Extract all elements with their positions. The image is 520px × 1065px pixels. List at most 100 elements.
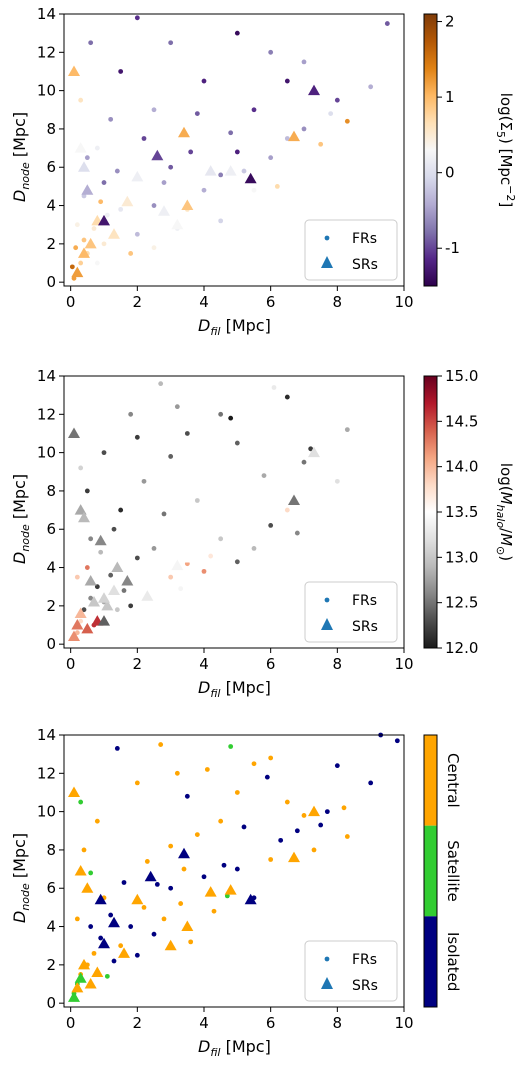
- x-tick-label: 6: [266, 293, 276, 311]
- panel-2: 0 2 4 6 8 10 0 2 4 6 8 10 12 14 Dfil [Mpc] Dnode [Mpc] F…: [10, 367, 515, 700]
- fr-point: [188, 149, 194, 155]
- sr-point: [98, 214, 110, 226]
- legend: FRs SRs: [304, 581, 398, 643]
- fr-point: [81, 193, 87, 199]
- fr-point: [104, 613, 110, 618]
- fr-point: [141, 478, 147, 484]
- sr-point: [74, 607, 87, 619]
- fr-point: [168, 454, 174, 459]
- fr-point: [228, 415, 234, 421]
- sr-point: [68, 427, 80, 438]
- x-tick-label: 0: [66, 655, 76, 673]
- x-tick-label: 6: [266, 655, 276, 673]
- y-tick-label: 8: [46, 482, 56, 500]
- legend-box: [304, 940, 398, 1002]
- y-axis-label: Dnode [Mpc]: [10, 474, 32, 564]
- fr-point: [251, 761, 257, 767]
- sr-point: [308, 805, 320, 817]
- sr-point: [78, 161, 90, 172]
- y-tick-label: 12: [37, 43, 56, 61]
- sr-point: [191, 557, 204, 569]
- fr-point: [228, 744, 234, 749]
- sr-point: [158, 205, 170, 216]
- sr-point: [81, 882, 94, 893]
- fr-point: [201, 874, 207, 880]
- fr-point: [251, 545, 257, 551]
- fr-point: [104, 973, 110, 979]
- sr-point: [68, 991, 80, 1002]
- x-tick-label: 4: [199, 293, 209, 311]
- fr-point: [94, 145, 100, 151]
- fr-point: [204, 767, 210, 772]
- fr-point: [101, 450, 107, 456]
- y-tick-label: 6: [46, 520, 56, 538]
- y-tick-label: 14: [37, 367, 56, 385]
- fr-point: [74, 916, 80, 922]
- sr-point: [171, 218, 184, 230]
- fr-point: [158, 742, 164, 747]
- sr-point: [288, 130, 300, 142]
- fr-point: [341, 805, 347, 811]
- sr-point: [98, 592, 110, 603]
- x-tick-label: 6: [266, 1014, 276, 1032]
- fr-point: [274, 183, 280, 189]
- fr-point: [161, 916, 167, 922]
- fr-point: [94, 260, 100, 266]
- fr-point: [194, 832, 200, 838]
- sr-point: [78, 958, 90, 970]
- fr-point: [211, 908, 217, 914]
- fr-point: [81, 607, 87, 613]
- fr-point: [311, 847, 317, 853]
- colorbar-frame: [423, 13, 438, 287]
- sr-point: [74, 865, 87, 876]
- sr-point: [101, 599, 114, 611]
- axes-frame: [63, 734, 405, 1008]
- fr-point: [188, 939, 194, 945]
- fr-point: [144, 859, 150, 864]
- fr-point: [111, 958, 117, 964]
- sr-point: [224, 884, 237, 895]
- sr-point: [224, 165, 237, 176]
- colorbar-tick-label: 12.5: [445, 594, 478, 612]
- colorbar-tick-label: 14.0: [445, 458, 478, 476]
- fr-point: [261, 473, 267, 479]
- fr-point: [251, 187, 257, 193]
- fr-point: [234, 790, 240, 795]
- legend-fr-marker: [324, 597, 330, 603]
- fr-point: [201, 187, 207, 193]
- fr-point: [101, 180, 107, 185]
- y-tick-label: 8: [46, 120, 56, 138]
- fr-point: [134, 434, 140, 440]
- sr-point: [68, 630, 80, 642]
- colorbar-label: log(Σ5) [Mpc−2]: [494, 93, 517, 207]
- fr-point: [294, 828, 300, 834]
- fr-point: [271, 385, 277, 390]
- fr-point: [218, 818, 224, 824]
- sr-point: [84, 978, 97, 989]
- y-tick-label: 2: [46, 235, 56, 253]
- fr-point: [181, 866, 187, 872]
- fr-point: [178, 586, 184, 592]
- fr-point: [344, 427, 350, 433]
- sr-point: [81, 622, 94, 634]
- sr-point: [81, 184, 94, 195]
- legend-fr-label: FRs: [352, 952, 377, 968]
- fr-point: [184, 431, 190, 436]
- fr-point: [344, 118, 350, 124]
- sr-point: [74, 504, 87, 515]
- fr-point: [284, 78, 290, 84]
- fr-point: [201, 568, 207, 574]
- fr-point: [284, 799, 290, 805]
- fr-point: [368, 84, 374, 90]
- y-tick-label: 0: [46, 635, 56, 653]
- sr-point: [98, 615, 110, 626]
- fr-point: [308, 446, 314, 452]
- fr-point: [234, 866, 240, 872]
- y-tick-label: 2: [46, 956, 56, 974]
- y-tick-label: 2: [46, 597, 56, 615]
- legend-sr-marker: [321, 977, 333, 989]
- sr-point: [94, 893, 107, 905]
- fr-point: [234, 30, 240, 36]
- legend-fr-marker: [324, 956, 330, 962]
- fr-point: [108, 116, 114, 122]
